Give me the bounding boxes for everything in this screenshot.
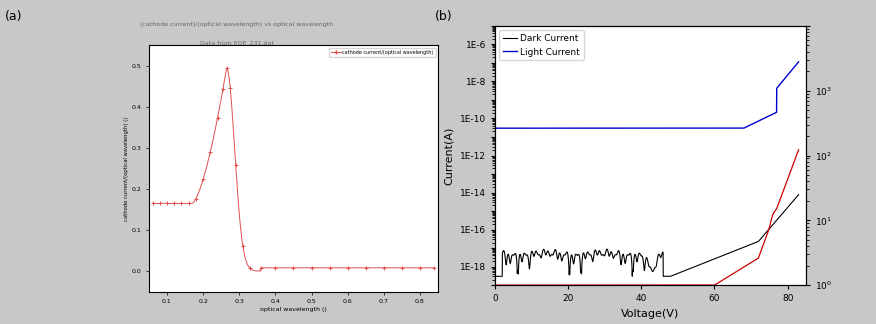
Dark Current — [794, 193, 804, 197]
Text: (b): (b) — [435, 10, 453, 23]
Dark Current — [729, 249, 739, 253]
Light Current — [629, 126, 639, 130]
Dark Current — [490, 274, 500, 278]
Dark Current — [785, 203, 795, 207]
Light Current — [490, 126, 500, 130]
Text: (cathode current)/(optical wavelength) vs optical wavelength: (cathode current)/(optical wavelength) v… — [140, 22, 333, 27]
Light Current — [638, 126, 648, 130]
Line: Dark Current: Dark Current — [495, 195, 799, 276]
Light Current — [729, 126, 739, 130]
Dark Current — [505, 261, 516, 265]
Light Current — [784, 71, 795, 75]
Dark Current — [638, 255, 648, 259]
Dark Current — [784, 203, 795, 207]
Legend: cathode current/(optical wavelength): cathode current/(optical wavelength) — [329, 48, 435, 57]
Light Current — [794, 60, 804, 64]
Legend: Dark Current, Light Current: Dark Current, Light Current — [499, 30, 583, 60]
X-axis label: optical wavelength (): optical wavelength () — [260, 307, 327, 312]
Light Current — [505, 126, 516, 130]
Light Current — [785, 71, 795, 75]
Y-axis label: Current(A): Current(A) — [444, 126, 455, 185]
Line: Light Current: Light Current — [495, 62, 799, 128]
X-axis label: Voltage(V): Voltage(V) — [621, 309, 680, 319]
Y-axis label: cathode current/(optical wavelength) (): cathode current/(optical wavelength) () — [124, 116, 129, 221]
Text: Data from EQE_231.dat: Data from EQE_231.dat — [200, 40, 273, 46]
Text: (a): (a) — [4, 10, 22, 23]
Dark Current — [629, 253, 639, 257]
